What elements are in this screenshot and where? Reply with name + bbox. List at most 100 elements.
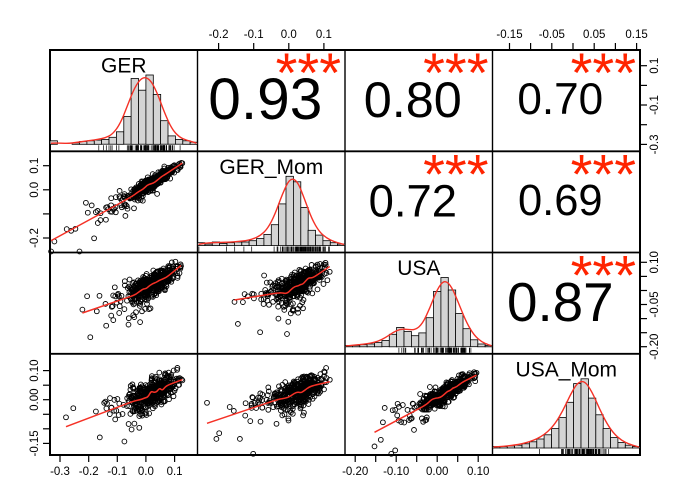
scatter-point xyxy=(139,277,146,284)
scatter-point xyxy=(79,306,86,313)
scatter-point xyxy=(263,279,270,286)
correlation-value: 0.72 xyxy=(369,175,457,226)
scatter-point xyxy=(237,436,243,442)
scatter-point xyxy=(242,412,249,419)
variable-label: USA xyxy=(397,257,440,280)
scatter-point xyxy=(265,406,272,413)
scatter-point xyxy=(131,420,138,427)
scatter-point xyxy=(255,394,262,401)
tick-label: 0.10 xyxy=(649,251,661,273)
scatter-point xyxy=(142,306,148,312)
scatter-point xyxy=(449,377,455,383)
scatter-point xyxy=(108,195,115,202)
significance-stars: *** xyxy=(571,244,636,307)
scatter-point xyxy=(137,405,144,411)
scatter-point xyxy=(286,296,293,303)
histogram-bar xyxy=(167,135,176,145)
scatter-point xyxy=(289,405,296,412)
scatter-point xyxy=(103,322,110,329)
scatter-point xyxy=(142,292,149,299)
scatter-point xyxy=(314,385,321,392)
scatter-point xyxy=(70,405,77,412)
scatter-point xyxy=(63,414,69,421)
scatter-point xyxy=(136,413,143,419)
scatter-point xyxy=(146,410,152,417)
histogram-bar xyxy=(573,383,582,449)
scatter-point xyxy=(308,262,315,268)
histogram-bar xyxy=(521,443,530,449)
scatter-point xyxy=(128,186,135,193)
scatter-point xyxy=(162,371,169,378)
scatter-point xyxy=(76,248,83,255)
scatter-point xyxy=(286,388,293,395)
histogram-bar xyxy=(433,290,442,348)
scatter-point xyxy=(166,396,172,403)
scatter-point xyxy=(235,321,241,327)
scatter-point xyxy=(149,287,156,294)
scatter-point xyxy=(179,160,186,167)
density-curve xyxy=(50,77,197,145)
scatter-point xyxy=(302,398,309,405)
scatter-point xyxy=(285,318,292,325)
tick-label: -0.20 xyxy=(649,334,661,360)
scatter-point xyxy=(258,296,265,303)
axis-top-col2: -0.2 -0.1 0.0 0.1 xyxy=(209,29,332,50)
tick-label: -0.2 xyxy=(29,228,41,248)
scatter-point xyxy=(170,393,177,400)
histogram-bar xyxy=(447,289,457,348)
scatter-point xyxy=(158,268,165,274)
scatter-point xyxy=(284,331,290,337)
scatter-point xyxy=(174,167,181,173)
axis-left-row4: 0.10 0.00 -0.15 xyxy=(29,359,50,457)
scatter-point xyxy=(290,387,296,394)
scatter-point xyxy=(290,300,296,307)
histogram-bar xyxy=(241,241,250,246)
scatter-point xyxy=(297,399,303,406)
scatter-point xyxy=(172,385,179,392)
scatter-point xyxy=(296,382,303,389)
scatter-point xyxy=(381,405,388,411)
scatter-point xyxy=(150,382,157,389)
tick-label: 0.1 xyxy=(649,58,661,74)
scatter-point xyxy=(157,394,164,401)
tick-label: -0.05 xyxy=(539,29,565,41)
histogram-bar xyxy=(366,343,375,348)
panel-corr-GER-GER_Mom: ***0.93 xyxy=(208,41,341,132)
scatter-point xyxy=(394,400,401,407)
scatter-point xyxy=(121,202,128,209)
lowess-line xyxy=(65,378,183,428)
scatter-point xyxy=(276,403,282,410)
panel-hist-GER_Mom: GER_Mom xyxy=(197,156,346,252)
scatter-point xyxy=(106,411,113,417)
panel-hist-USA: USA xyxy=(344,257,493,353)
scatter-point xyxy=(172,258,179,265)
scatter-point xyxy=(110,292,117,299)
scatter-point xyxy=(174,270,180,276)
scatter-point xyxy=(176,270,183,276)
density-curve xyxy=(493,380,640,448)
significance-stars: *** xyxy=(423,41,488,104)
scatter-point xyxy=(121,438,128,445)
scatter-point xyxy=(461,373,468,380)
scatter-point xyxy=(204,399,210,406)
scatter-point xyxy=(135,197,141,204)
scatter-point xyxy=(380,419,386,426)
tick-label: -0.05 xyxy=(649,291,661,317)
scatter-point xyxy=(274,291,281,298)
scatter-point xyxy=(142,410,148,417)
scatter-point xyxy=(290,293,297,300)
scatter-point xyxy=(174,273,181,279)
lowess-line xyxy=(206,380,330,425)
scatter-point xyxy=(130,288,136,295)
scatter-point xyxy=(109,303,116,309)
histogram-bar xyxy=(123,116,132,145)
histogram-bar xyxy=(315,234,324,246)
histogram-bar xyxy=(93,139,103,145)
correlation-value: 0.80 xyxy=(364,71,462,128)
scatter-point xyxy=(284,406,291,413)
axis-right-row1: 0.1 -0.1 -0.3 xyxy=(640,58,661,154)
scatter-point xyxy=(93,308,100,315)
scatter-point xyxy=(109,208,115,215)
correlation-value: 0.87 xyxy=(507,271,614,333)
